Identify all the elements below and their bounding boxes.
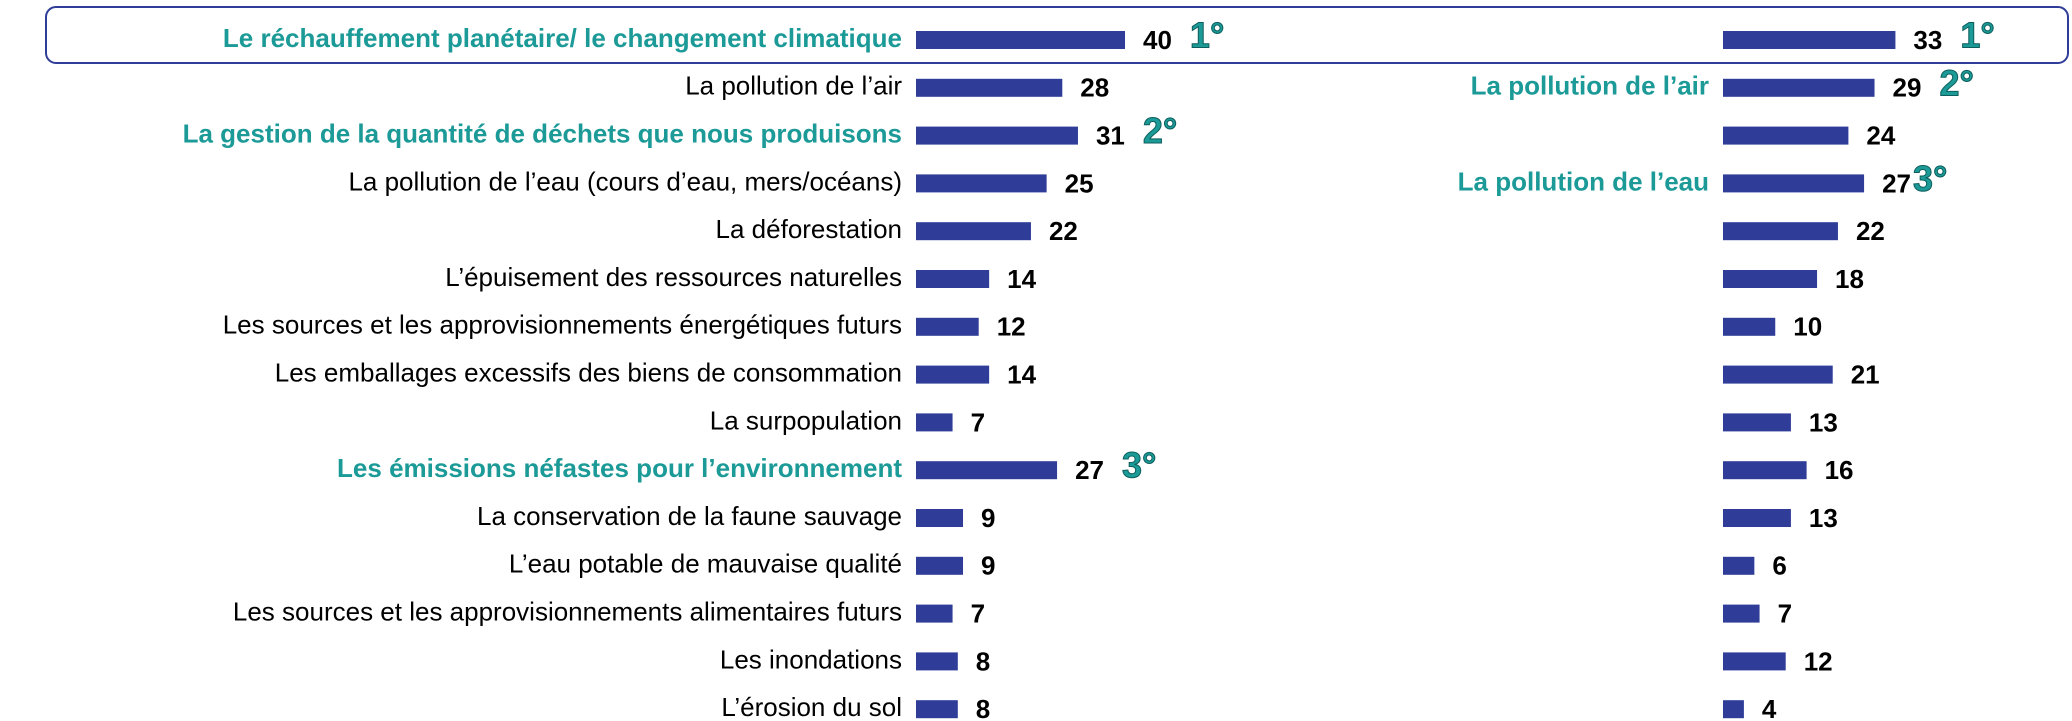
value-label: 21 bbox=[1851, 359, 1880, 389]
value-label: 10 bbox=[1793, 312, 1822, 342]
value-label: 27 bbox=[1882, 168, 1911, 198]
value-label: 12 bbox=[997, 312, 1026, 342]
value-label: 22 bbox=[1049, 216, 1078, 246]
category-label: L’épuisement des ressources naturelles bbox=[445, 262, 902, 292]
value-label: 24 bbox=[1866, 120, 1895, 150]
category-label: La pollution de l’eau bbox=[1458, 166, 1709, 196]
rank-label: 1° bbox=[1960, 15, 1994, 56]
value-label: 14 bbox=[1007, 264, 1036, 294]
value-label: 8 bbox=[976, 694, 990, 721]
value-label: 6 bbox=[1772, 551, 1786, 581]
value-label: 12 bbox=[1804, 646, 1833, 676]
bar bbox=[916, 461, 1058, 480]
bar bbox=[916, 556, 964, 575]
value-label: 31 bbox=[1096, 120, 1125, 150]
bar bbox=[916, 604, 953, 623]
bar bbox=[1723, 604, 1760, 623]
rank-label: 2° bbox=[1939, 62, 1973, 103]
bar bbox=[916, 700, 958, 719]
value-label: 16 bbox=[1825, 455, 1854, 485]
bar bbox=[916, 174, 1047, 193]
category-label: La conservation de la faune sauvage bbox=[477, 501, 902, 531]
bar bbox=[1723, 700, 1744, 719]
bar bbox=[1723, 222, 1838, 241]
value-label: 7 bbox=[971, 598, 985, 628]
category-label: Les émissions néfastes pour l’environnem… bbox=[337, 453, 902, 483]
value-label: 13 bbox=[1809, 407, 1838, 437]
value-label: 14 bbox=[1007, 359, 1036, 389]
category-label: L’eau potable de mauvaise qualité bbox=[509, 549, 902, 579]
bar bbox=[916, 413, 953, 432]
category-label: Les sources et les approvisionnements én… bbox=[223, 310, 902, 340]
value-label: 9 bbox=[981, 503, 995, 533]
bar bbox=[916, 365, 990, 384]
value-label: 7 bbox=[971, 407, 985, 437]
value-label: 27 bbox=[1075, 455, 1104, 485]
category-label: La pollution de l’eau (cours d’eau, mers… bbox=[348, 166, 902, 196]
value-label: 9 bbox=[981, 551, 995, 581]
bar bbox=[1723, 78, 1875, 97]
bar bbox=[916, 317, 979, 336]
bar bbox=[1723, 126, 1849, 145]
bar bbox=[1723, 652, 1786, 671]
rank-label: 3° bbox=[1122, 445, 1156, 486]
value-label: 22 bbox=[1856, 216, 1885, 246]
bar bbox=[1723, 174, 1865, 193]
category-label: Les emballages excessifs des biens de co… bbox=[275, 357, 902, 387]
category-label: La déforestation bbox=[716, 214, 902, 244]
value-label: 33 bbox=[1913, 25, 1942, 55]
category-label: La surpopulation bbox=[710, 405, 902, 435]
bar bbox=[916, 652, 958, 671]
rank-label: 3° bbox=[1913, 158, 1947, 199]
bar bbox=[916, 78, 1063, 97]
bar bbox=[1723, 413, 1791, 432]
category-label: Les sources et les approvisionnements al… bbox=[233, 596, 902, 626]
bar bbox=[916, 509, 964, 527]
bar bbox=[1723, 31, 1896, 49]
value-label: 8 bbox=[976, 646, 990, 676]
value-label: 18 bbox=[1835, 264, 1864, 294]
rank-label: 2° bbox=[1143, 110, 1177, 151]
bar bbox=[1723, 461, 1807, 480]
value-label: 29 bbox=[1893, 73, 1922, 103]
highlight-box bbox=[45, 6, 2069, 64]
category-label: L’érosion du sol bbox=[721, 692, 902, 721]
value-label: 4 bbox=[1762, 694, 1777, 721]
category-label: La pollution de l’air bbox=[1471, 71, 1709, 101]
category-label: Les inondations bbox=[720, 644, 902, 674]
bar bbox=[916, 222, 1031, 241]
bar bbox=[916, 31, 1125, 49]
value-label: 7 bbox=[1778, 598, 1792, 628]
value-label: 40 bbox=[1143, 25, 1172, 55]
bar bbox=[916, 270, 990, 288]
category-label: La pollution de l’air bbox=[685, 71, 902, 101]
value-label: 28 bbox=[1080, 73, 1109, 103]
bar bbox=[1723, 270, 1818, 288]
category-label: La gestion de la quantité de déchets que… bbox=[183, 118, 902, 148]
bar bbox=[1723, 317, 1776, 336]
category-label: Le réchauffement planétaire/ le changeme… bbox=[223, 23, 902, 53]
bar bbox=[1723, 365, 1833, 384]
bar bbox=[1723, 509, 1791, 527]
value-label: 25 bbox=[1065, 168, 1094, 198]
rank-label: 1° bbox=[1190, 15, 1224, 56]
bar bbox=[1723, 556, 1755, 575]
bar bbox=[916, 126, 1078, 145]
value-label: 13 bbox=[1809, 503, 1838, 533]
